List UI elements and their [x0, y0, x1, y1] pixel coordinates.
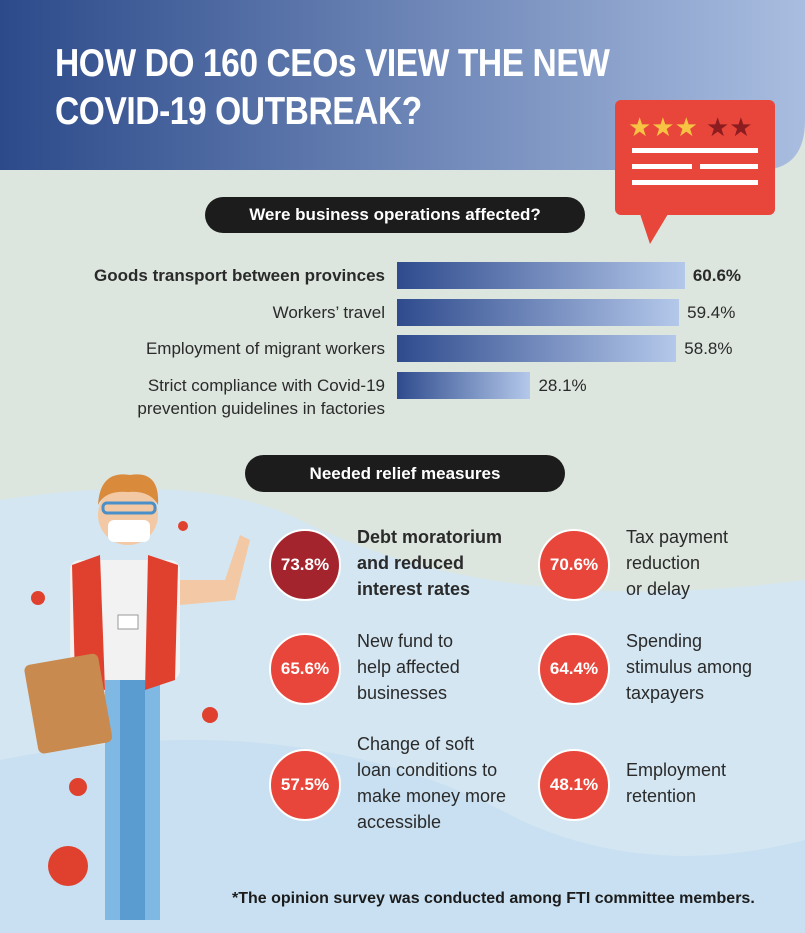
percent-badge: 48.1%	[538, 749, 610, 821]
measure-label: Change of soft loan conditions to make m…	[357, 731, 506, 835]
badge-label: 48.1%	[550, 775, 598, 795]
value-label: 28.1%	[538, 376, 586, 396]
review-icon: ★★★ ★★	[615, 100, 775, 244]
bar	[397, 262, 685, 289]
section-title: Needed relief measures	[245, 455, 565, 492]
value-label: 58.8%	[684, 339, 732, 359]
measure-label: Employment retention	[626, 757, 726, 809]
bar-label: Strict compliance with Covid-19 preventi…	[137, 374, 385, 420]
bar-label: Workers’ travel	[273, 301, 385, 324]
section-title: Were business operations affected?	[205, 197, 585, 233]
bar	[397, 335, 676, 362]
svg-text:★★: ★★	[706, 112, 753, 142]
bar-label: Employment of migrant workers	[146, 337, 385, 360]
svg-text:★★★: ★★★	[628, 112, 698, 142]
measure-label: Spending stimulus among taxpayers	[626, 628, 752, 706]
bar-label: Goods transport between provinces	[94, 264, 385, 287]
measure-label: New fund to help affected businesses	[357, 628, 460, 706]
badge-label: 65.6%	[281, 659, 329, 679]
footnote: *The opinion survey was conducted among …	[232, 890, 755, 908]
bar	[397, 299, 679, 326]
badge-label: 70.6%	[550, 555, 598, 575]
badge-label: 57.5%	[281, 775, 329, 795]
value-label: 59.4%	[687, 303, 735, 323]
title: HOW DO 160 CEOs VIEW THE NEW COVID-19 OU…	[55, 40, 609, 136]
infographic: ★★★ ★★ HOW DO 160 CEOs VIEW THE NEW COVI…	[0, 0, 805, 933]
percent-badge: 64.4%	[538, 633, 610, 705]
value-label: 60.6%	[693, 266, 741, 286]
measure-label: Tax payment reduction or delay	[626, 524, 728, 602]
bar	[397, 372, 530, 399]
badge-label: 73.8%	[281, 555, 329, 575]
percent-badge: 57.5%	[269, 749, 341, 821]
percent-badge: 73.8%	[269, 529, 341, 601]
measure-label: Debt moratorium and reduced interest rat…	[357, 524, 502, 602]
percent-badge: 70.6%	[538, 529, 610, 601]
badge-label: 64.4%	[550, 659, 598, 679]
percent-badge: 65.6%	[269, 633, 341, 705]
